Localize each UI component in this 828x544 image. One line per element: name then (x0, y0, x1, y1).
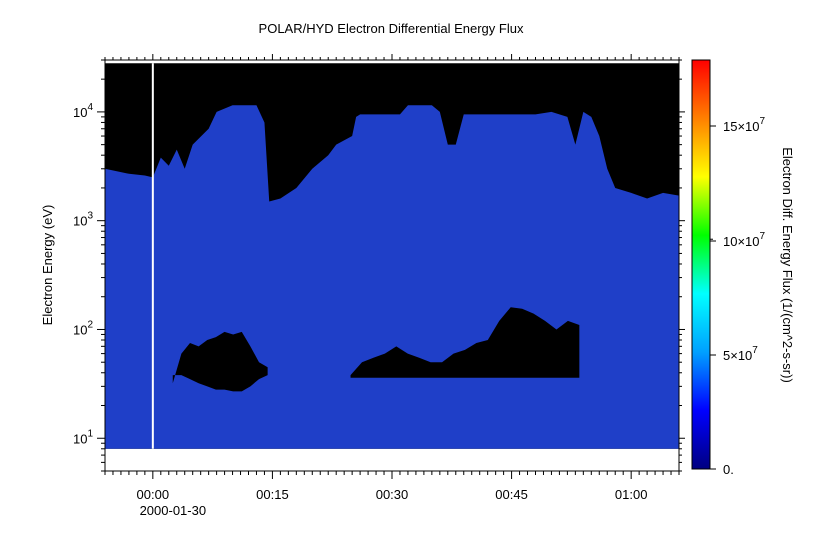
flux-void-1 (172, 331, 268, 392)
y-tick-exponent: 3 (87, 211, 93, 222)
plot-area (105, 60, 679, 471)
y-tick-base: 10 (73, 105, 87, 120)
flux-region (105, 105, 679, 449)
y-tick-base: 10 (73, 322, 87, 337)
colorbar (691, 59, 711, 470)
x-tick-date: 2000-01-30 (140, 503, 207, 518)
colorbar-tick-exponent: 7 (752, 345, 758, 356)
colorbar-tick-label: 5×107 (723, 345, 758, 363)
colorbar-tick-label: 15×107 (723, 116, 766, 134)
colorbar-tick-exponent: 7 (760, 116, 766, 127)
x-tick-label: 00:30 (376, 487, 409, 502)
colorbar-tick-base: 5×10 (723, 348, 752, 363)
colorbar-tick-exponent: 7 (760, 231, 766, 242)
colorbar-tick-base: 15×10 (723, 119, 760, 134)
heatmap-layer (105, 63, 679, 449)
x-tick-label: 00:00 (137, 487, 170, 502)
x-tick-label: 01:00 (615, 487, 648, 502)
colorbar-tick-base: 10×10 (723, 234, 760, 249)
colorbar-tick-label: 10×107 (723, 231, 766, 249)
y-tick-label: 103 (73, 211, 93, 229)
y-tick-label: 101 (73, 428, 93, 446)
y-tick-label: 104 (73, 102, 93, 120)
y-tick-base: 10 (73, 431, 87, 446)
flux-void-2 (350, 307, 580, 378)
y-axis-label: Electron Energy (eV) (40, 205, 55, 326)
chart-title: POLAR/HYD Electron Differential Energy F… (259, 21, 524, 36)
colorbar-label: Electron Diff. Energy Flux (1/(cm^2-s-sr… (780, 147, 795, 383)
y-tick-exponent: 2 (87, 319, 93, 330)
y-tick-exponent: 4 (87, 102, 93, 113)
y-tick-exponent: 1 (87, 428, 93, 439)
y-tick-label: 102 (73, 319, 93, 337)
y-tick-base: 10 (73, 214, 87, 229)
colorbar-tick-label: 0. (723, 462, 734, 477)
x-tick-label: 00:15 (256, 487, 289, 502)
x-tick-label: 00:45 (495, 487, 528, 502)
